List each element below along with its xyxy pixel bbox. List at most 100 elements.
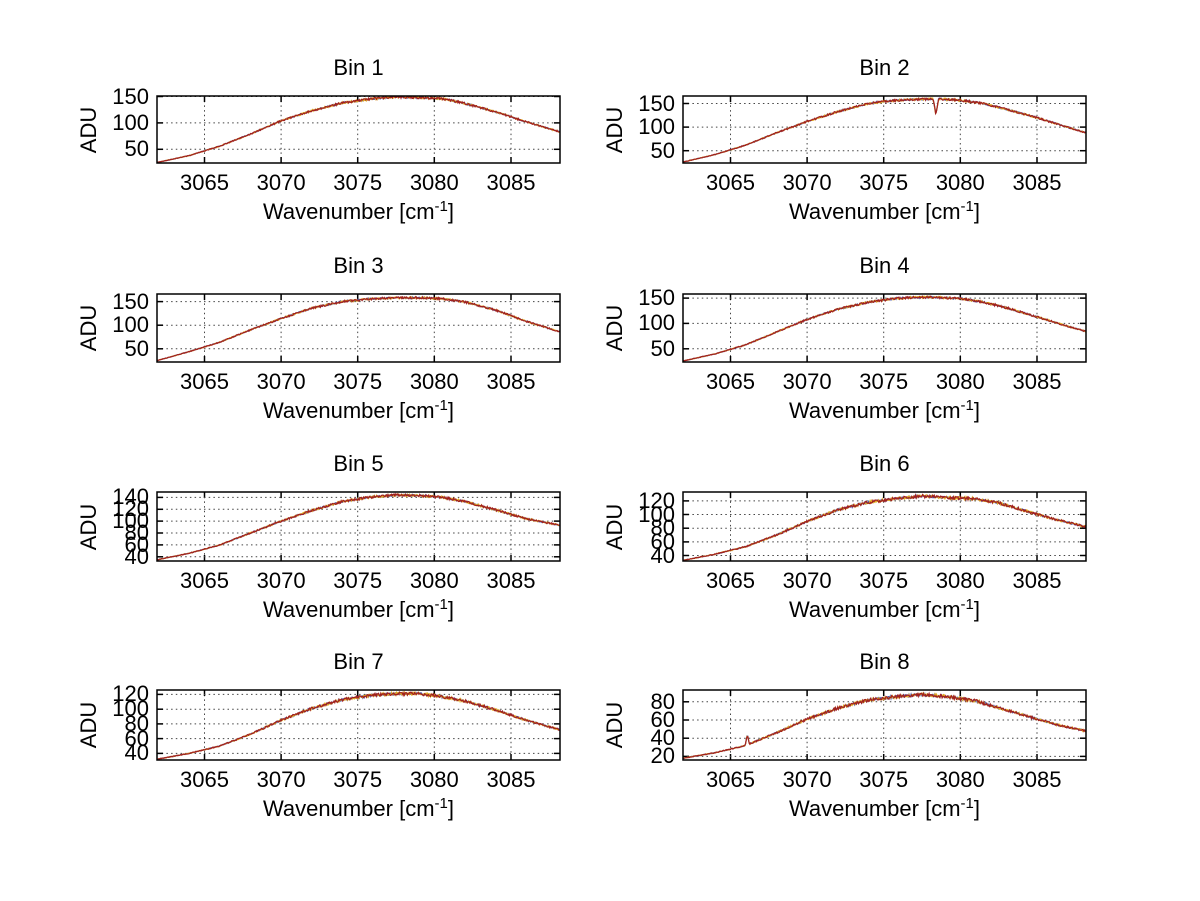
- subplot-title: Bin 1: [333, 55, 384, 80]
- plot-area: [682, 689, 1087, 761]
- y-tick-label: 100: [112, 312, 149, 338]
- y-tick-label: 50: [124, 335, 149, 361]
- trace-red: [683, 691, 1086, 760]
- trace-yellow: [157, 492, 560, 561]
- y-tick-label: 60: [124, 725, 149, 751]
- y-tick-label: 150: [638, 90, 675, 116]
- xlabel-superscript: -1: [434, 795, 448, 812]
- x-tick-label: 3075: [333, 369, 383, 394]
- subplot-title: Bin 4: [859, 253, 910, 278]
- subplot-bin-6: Bin 6 ADU Wavenumber [cm-1] 40 60 80 100 120…: [602, 452, 1087, 622]
- x-tick-label: 3085: [486, 369, 536, 394]
- trace-blue: [157, 691, 560, 760]
- xlabel-text: Wavenumber [cm: [788, 398, 961, 423]
- trace-red: [157, 492, 560, 561]
- y-tick-label: 150: [112, 83, 149, 109]
- x-tick-label: 3065: [706, 568, 755, 593]
- x-tick-label: 3075: [859, 568, 909, 593]
- y-tick-label: 150: [638, 285, 675, 311]
- axes-box: [156, 689, 561, 761]
- x-axis-label: Wavenumber [cm-1]: [683, 795, 1086, 825]
- y-tick-label: 80: [124, 520, 149, 545]
- plot-area: [682, 491, 1087, 562]
- xlabel-text: Wavenumber [cm: [788, 199, 961, 224]
- subplot-title: Bin 8: [859, 649, 910, 674]
- y-tick-label: 60: [650, 707, 675, 732]
- x-tick-label: 3080: [409, 568, 459, 593]
- x-tick-label: 3065: [180, 369, 229, 394]
- x-tick-label: 3085: [1012, 767, 1062, 792]
- x-tick-label: 3070: [256, 369, 306, 394]
- y-tick-label: 120: [112, 681, 149, 707]
- subplot-bin-4: Bin 4 ADU Wavenumber [cm-1] 50 100 150 3065…: [602, 254, 1087, 423]
- trace-yellow: [157, 295, 560, 362]
- trace-blue: [683, 493, 1086, 561]
- y-tick-label: 80: [650, 688, 675, 714]
- y-tick-label: 100: [638, 501, 675, 527]
- x-tick-label: 3070: [782, 170, 832, 195]
- axes-box: [682, 491, 1087, 562]
- x-tick-label: 3065: [180, 170, 229, 195]
- xlabel-bracket: ]: [447, 398, 455, 423]
- trace-blue: [157, 96, 560, 163]
- x-tick-label: 3070: [782, 568, 832, 593]
- plot-area: [156, 293, 561, 363]
- trace-yellow: [157, 690, 560, 760]
- x-tick-label: 3085: [1012, 568, 1062, 593]
- x-tick-label: 3085: [486, 170, 536, 195]
- subplot-bin-3: Bin 3 ADU Wavenumber [cm-1] 50 100 150 3065…: [76, 254, 561, 423]
- x-axis-label: Wavenumber [cm-1]: [683, 596, 1086, 626]
- plot-area: [156, 689, 561, 761]
- trace-yellow: [683, 493, 1086, 561]
- x-tick-label: 3070: [256, 568, 306, 593]
- y-tick-label: 100: [112, 696, 149, 722]
- x-tick-label: 3085: [486, 767, 536, 792]
- trace-red: [683, 96, 1086, 163]
- trace-yellow: [157, 96, 560, 163]
- y-tick-label: 40: [650, 542, 675, 568]
- trace-blue: [683, 97, 1086, 163]
- x-tick-label: 3080: [409, 369, 459, 394]
- subplot-title: Bin 7: [333, 649, 384, 674]
- x-tick-label: 3080: [935, 767, 985, 792]
- axes-box: [156, 95, 561, 164]
- y-tick-label: 140: [112, 484, 149, 510]
- subplot-bin-2: Bin 2 ADU Wavenumber [cm-1] 50 100 150 3065…: [602, 56, 1087, 224]
- subplot-title: Bin 2: [859, 55, 910, 80]
- trace-red: [157, 96, 560, 163]
- y-tick-label: 80: [124, 710, 149, 736]
- x-tick-label: 3080: [935, 170, 985, 195]
- y-tick-label: 100: [112, 508, 149, 534]
- x-axis-label: Wavenumber [cm-1]: [157, 596, 560, 626]
- xlabel-bracket: ]: [973, 597, 981, 622]
- xlabel-superscript: -1: [960, 596, 974, 613]
- xlabel-text: Wavenumber [cm: [262, 796, 435, 821]
- x-axis-label: Wavenumber [cm-1]: [157, 795, 560, 825]
- x-tick-label: 3085: [486, 568, 536, 593]
- x-axis-label: Wavenumber [cm-1]: [683, 198, 1086, 228]
- x-tick-label: 3065: [706, 767, 755, 792]
- x-tick-label: 3070: [256, 767, 306, 792]
- x-axis-label: Wavenumber [cm-1]: [157, 198, 560, 228]
- xlabel-bracket: ]: [447, 597, 455, 622]
- xlabel-text: Wavenumber [cm: [262, 398, 435, 423]
- plot-area: [682, 95, 1087, 164]
- trace-blue: [157, 493, 560, 561]
- y-tick-label: 80: [650, 515, 675, 541]
- axes-box: [682, 95, 1087, 164]
- subplot-title: Bin 6: [859, 451, 910, 476]
- x-tick-label: 3080: [935, 369, 985, 394]
- xlabel-superscript: -1: [434, 596, 448, 613]
- y-tick-label: 20: [650, 743, 675, 769]
- y-tick-label: 100: [638, 114, 675, 140]
- xlabel-bracket: ]: [973, 796, 981, 821]
- x-tick-label: 3075: [859, 369, 909, 394]
- xlabel-bracket: ]: [973, 398, 981, 423]
- y-tick-label: 120: [638, 487, 675, 513]
- xlabel-text: Wavenumber [cm: [788, 597, 961, 622]
- y-tick-label: 100: [112, 109, 149, 135]
- x-axis-label: Wavenumber [cm-1]: [683, 397, 1086, 427]
- y-tick-label: 60: [124, 531, 149, 557]
- trace-yellow: [683, 691, 1086, 759]
